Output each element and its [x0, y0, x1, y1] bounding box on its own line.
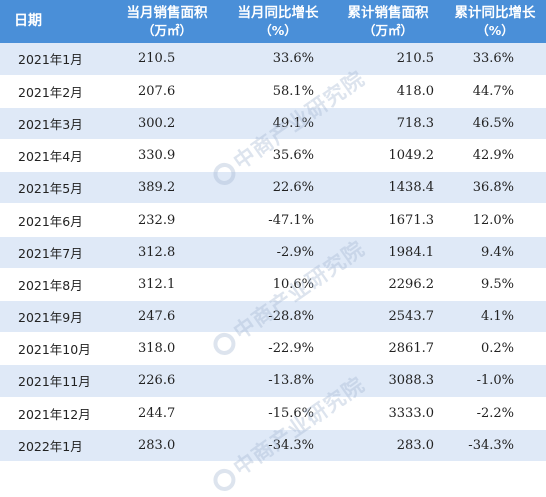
cell-month-yoy: 35.6%: [224, 139, 332, 173]
cell-month-area: 389.2: [110, 171, 224, 205]
table-row: 2021年2月 207.6 58.1% 418.0 44.7%: [0, 75, 546, 108]
cell-date: 2021年8月: [0, 268, 110, 302]
header-month-area-title: 当月销售面积: [126, 4, 208, 21]
watermark-logo-icon: [209, 464, 240, 496]
table-row: 2021年4月 330.9 35.6% 1049.2 42.9%: [0, 139, 546, 173]
header-cum-yoy-unit: （%）: [476, 22, 514, 38]
cell-month-area: 312.1: [110, 268, 224, 302]
cell-month-area: 226.6: [110, 364, 224, 398]
cell-month-yoy: -47.1%: [224, 203, 332, 237]
cell-cum-area: 418.0: [332, 75, 444, 108]
cell-month-area: 312.8: [110, 236, 224, 269]
cell-month-yoy: 10.6%: [224, 268, 332, 302]
cell-cum-yoy: 12.0%: [444, 203, 546, 237]
cell-month-area: 244.7: [110, 397, 224, 430]
table-row: 2021年5月 389.2 22.6% 1438.4 36.8%: [0, 171, 546, 205]
cell-date: 2021年4月: [0, 139, 110, 173]
cell-month-area: 300.2: [110, 107, 224, 141]
cell-cum-area: 1438.4: [332, 171, 444, 205]
table-row: 2021年10月 318.0 -22.9% 2861.7 0.2%: [0, 332, 546, 366]
cell-cum-area: 2543.7: [332, 300, 444, 334]
cell-date: 2021年6月: [0, 203, 110, 237]
table-header: 日期 当月销售面积 （万㎡） 当月同比增长 （%） 累计销售面积 （万㎡） 累计…: [0, 0, 546, 43]
table-row: 2021年12月 244.7 -15.6% 3333.0 -2.2%: [0, 397, 546, 430]
cell-cum-yoy: -2.2%: [444, 397, 546, 430]
cell-date: 2021年7月: [0, 236, 110, 269]
cell-month-yoy: 22.6%: [224, 171, 332, 205]
cell-cum-area: 283.0: [332, 429, 444, 462]
header-cum-area: 累计销售面积 （万㎡）: [332, 0, 444, 43]
cell-cum-yoy: 42.9%: [444, 139, 546, 173]
header-month-yoy-title: 当月同比增长: [237, 4, 319, 21]
header-month-area-unit: （万㎡）: [141, 22, 192, 38]
cell-cum-area: 1671.3: [332, 203, 444, 237]
cell-month-area: 318.0: [110, 332, 224, 366]
cell-date: 2022年1月: [0, 429, 110, 462]
cell-cum-yoy: 0.2%: [444, 332, 546, 366]
header-month-yoy-unit: （%）: [259, 22, 297, 38]
cell-month-yoy: 58.1%: [224, 75, 332, 108]
cell-month-yoy: -28.8%: [224, 300, 332, 334]
sales-table: 日期 当月销售面积 （万㎡） 当月同比增长 （%） 累计销售面积 （万㎡） 累计…: [0, 0, 546, 462]
cell-cum-area: 2296.2: [332, 268, 444, 302]
table-row: 2021年8月 312.1 10.6% 2296.2 9.5%: [0, 268, 546, 302]
cell-date: 2021年10月: [0, 332, 110, 366]
cell-month-yoy: -2.9%: [224, 236, 332, 269]
cell-month-yoy: -22.9%: [224, 332, 332, 366]
cell-cum-yoy: 9.5%: [444, 268, 546, 302]
table-row: 2021年1月 210.5 33.6% 210.5 33.6%: [0, 43, 546, 76]
cell-month-area: 210.5: [110, 43, 224, 76]
cell-cum-yoy: 44.7%: [444, 75, 546, 108]
header-cum-area-title: 累计销售面积: [347, 4, 429, 21]
cell-month-yoy: -15.6%: [224, 397, 332, 430]
cell-month-area: 283.0: [110, 429, 224, 462]
cell-cum-area: 718.3: [332, 107, 444, 141]
cell-cum-area: 1984.1: [332, 236, 444, 269]
table-row: 2021年3月 300.2 49.1% 718.3 46.5%: [0, 107, 546, 141]
cell-cum-yoy: 9.4%: [444, 236, 546, 269]
cell-month-area: 247.6: [110, 300, 224, 334]
table-row: 2022年1月 283.0 -34.3% 283.0 -34.3%: [0, 429, 546, 462]
cell-cum-area: 2861.7: [332, 332, 444, 366]
cell-cum-yoy: 46.5%: [444, 107, 546, 141]
cell-cum-yoy: -34.3%: [444, 429, 546, 462]
cell-month-yoy: -13.8%: [224, 364, 332, 398]
header-row: 日期 当月销售面积 （万㎡） 当月同比增长 （%） 累计销售面积 （万㎡） 累计…: [0, 0, 546, 43]
cell-month-yoy: 49.1%: [224, 107, 332, 141]
cell-month-yoy: -34.3%: [224, 429, 332, 462]
cell-date: 2021年1月: [0, 43, 110, 76]
cell-date: 2021年2月: [0, 75, 110, 108]
cell-date: 2021年9月: [0, 300, 110, 334]
cell-date: 2021年11月: [0, 364, 110, 398]
cell-date: 2021年5月: [0, 171, 110, 205]
table-body: 2021年1月 210.5 33.6% 210.5 33.6% 2021年2月 …: [0, 43, 546, 462]
header-cum-area-unit: （万㎡）: [362, 22, 413, 38]
table-row: 2021年9月 247.6 -28.8% 2543.7 4.1%: [0, 300, 546, 334]
header-cum-yoy: 累计同比增长 （%）: [444, 0, 546, 43]
cell-month-area: 207.6: [110, 75, 224, 108]
cell-month-yoy: 33.6%: [224, 43, 332, 76]
header-cum-yoy-title: 累计同比增长: [454, 4, 536, 21]
cell-cum-area: 1049.2: [332, 139, 444, 173]
cell-cum-area: 210.5: [332, 43, 444, 76]
cell-cum-yoy: 36.8%: [444, 171, 546, 205]
header-month-area: 当月销售面积 （万㎡）: [110, 0, 224, 43]
table-row: 2021年11月 226.6 -13.8% 3088.3 -1.0%: [0, 364, 546, 398]
cell-cum-yoy: 4.1%: [444, 300, 546, 334]
cell-cum-yoy: 33.6%: [444, 43, 546, 76]
cell-month-area: 330.9: [110, 139, 224, 173]
cell-month-area: 232.9: [110, 203, 224, 237]
table-row: 2021年7月 312.8 -2.9% 1984.1 9.4%: [0, 236, 546, 269]
cell-date: 2021年12月: [0, 397, 110, 430]
header-date: 日期: [14, 13, 42, 29]
cell-cum-area: 3088.3: [332, 364, 444, 398]
table-row: 2021年6月 232.9 -47.1% 1671.3 12.0%: [0, 203, 546, 237]
cell-date: 2021年3月: [0, 107, 110, 141]
header-month-yoy: 当月同比增长 （%）: [224, 0, 332, 43]
cell-cum-area: 3333.0: [332, 397, 444, 430]
cell-cum-yoy: -1.0%: [444, 364, 546, 398]
